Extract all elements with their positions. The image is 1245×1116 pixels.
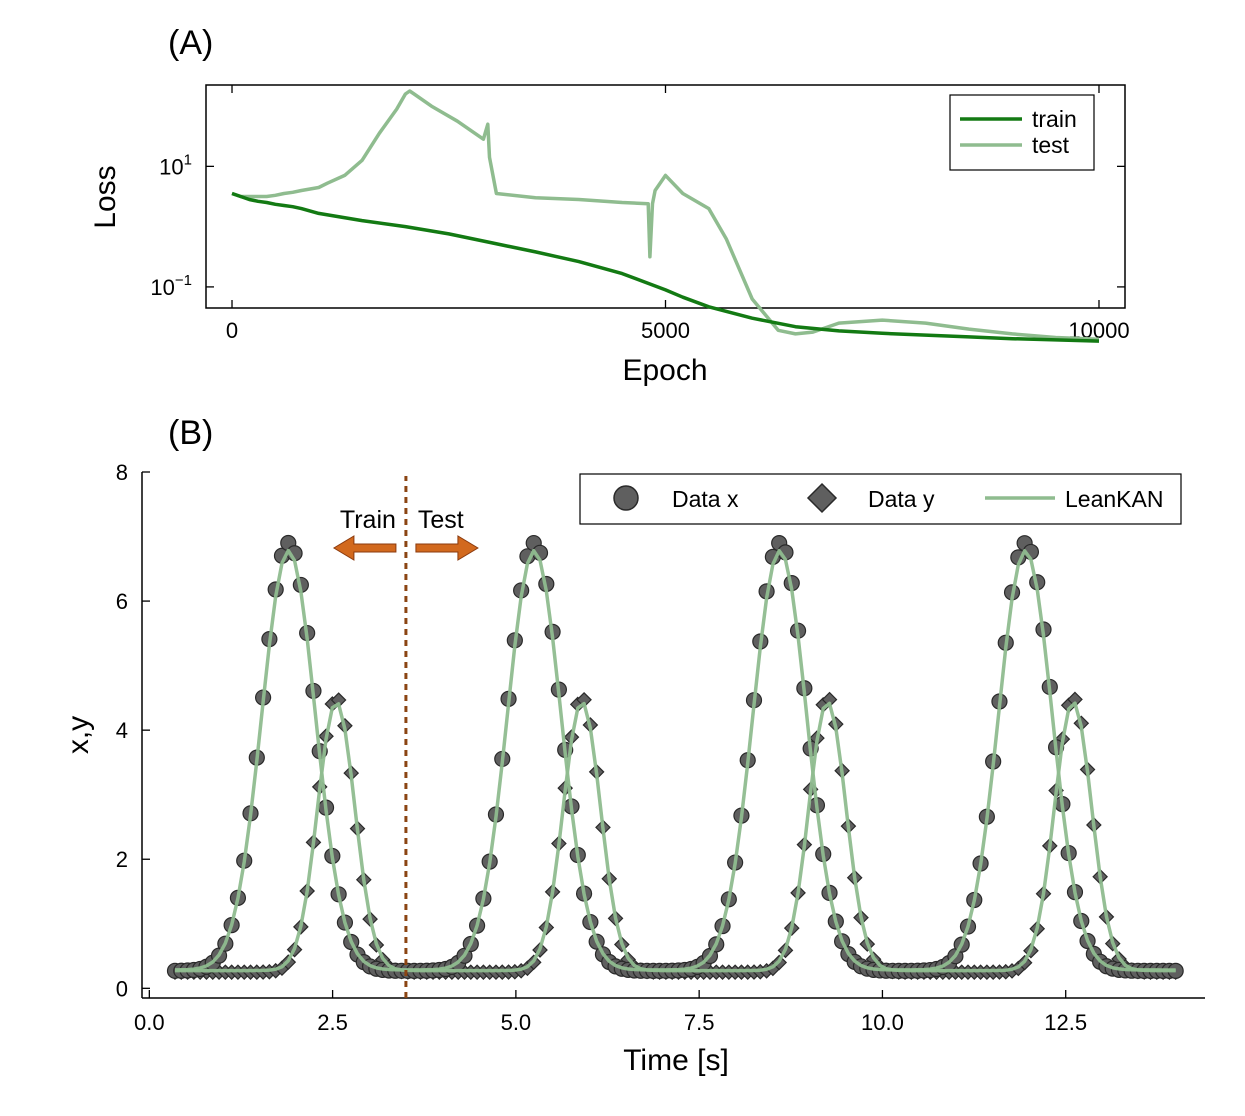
panel-b-legend-frame [579, 473, 1182, 525]
panel-b-label: (B) [168, 414, 213, 452]
test-annotation: Test [418, 506, 464, 534]
panel-b-xtick-label: 2.5 [317, 1010, 348, 1035]
train-arrow [332, 535, 397, 561]
legend-test-label: test [1032, 132, 1070, 158]
panel-b-xtick-label: 7.5 [684, 1010, 715, 1035]
panel-b-lines [174, 548, 1176, 973]
panel-a-xlabel: Epoch [622, 354, 707, 387]
panel-b-ytick-label: 8 [116, 460, 128, 485]
panel-a-series [231, 89, 1100, 343]
panel-b-ytick-label: 0 [116, 976, 128, 1001]
panel-b-xtick-label: 10.0 [861, 1010, 904, 1035]
legend-data-x-swatch [613, 485, 639, 511]
panel-b-ytick-label: 2 [116, 847, 128, 872]
panel-a-label: (A) [168, 24, 213, 62]
panel-b-xtick-label: 5.0 [501, 1010, 532, 1035]
legend-data-y-swatch [806, 482, 838, 514]
train-annotation: Train [340, 506, 396, 534]
panel-a-xtick-label: 0 [226, 318, 238, 343]
panel-b-ytick-label: 4 [116, 718, 128, 743]
panel-a-ytick-label: 10−1 [150, 272, 192, 300]
panel-b-ytick-label: 6 [116, 589, 128, 614]
series-test-line [231, 89, 1100, 342]
legend-data-y-label: Data y [868, 486, 935, 512]
panel-a-ytick-label: 101 [159, 151, 192, 179]
panel-b-ylabel: x,y [62, 716, 95, 754]
panel-b-ticks: 0.0 2.5 5.0 7.5 10.0 12.5 0 2 4 6 8 [116, 460, 1087, 1035]
legend-train-label: train [1032, 106, 1077, 132]
panel-a-legend-frame [949, 94, 1095, 171]
panel-a-xtick-label: 5000 [641, 318, 690, 343]
panel-b-xtick-label: 0.0 [134, 1010, 165, 1035]
leankan-x-line [174, 548, 1176, 972]
series-train-line [231, 191, 1100, 343]
panel-a-ylabel: Loss [89, 165, 122, 228]
legend-leankan-label: LeanKAN [1065, 486, 1163, 512]
legend-data-x-label: Data x [672, 486, 739, 512]
test-arrow [415, 535, 479, 561]
panel-b-split: Train Test [332, 476, 479, 998]
panel-a-legend: train test [949, 94, 1095, 171]
leankan-y-line [175, 701, 1176, 973]
panel-b-xtick-label: 12.5 [1044, 1010, 1087, 1035]
panel-b-xlabel: Time [s] [623, 1044, 729, 1077]
panel-b-legend: Data x Data y LeanKAN [579, 473, 1182, 525]
